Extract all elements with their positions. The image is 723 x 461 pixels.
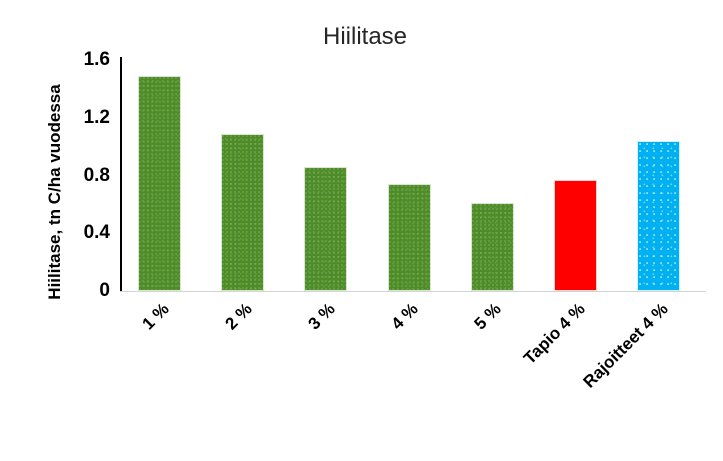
- x-axis-tick-label: 2 %: [221, 299, 256, 334]
- bar-rajoitteet-4[interactable]: [637, 140, 681, 291]
- y-axis-tick-label: 0.8: [83, 164, 110, 186]
- bar-3[interactable]: [304, 166, 348, 291]
- x-axis-tick-label: 4 %: [387, 299, 422, 334]
- x-axis-tick-labels: 1 % 2 % 3 % 4 % 5 % Tapio 4 % Rajoitteet 4 %: [138, 299, 671, 391]
- y-axis-tick-labels: 0 0.4 0.8 1.2 1.6: [45, 0, 110, 445]
- bar-4[interactable]: [387, 184, 431, 291]
- chart-title: Hiilitase: [322, 23, 408, 50]
- x-axis-tick-label: 3 %: [304, 299, 339, 334]
- y-axis-tick-label: 0: [99, 280, 110, 301]
- x-axis-tick-label: Tapio 4 %: [519, 299, 589, 368]
- x-axis-tick-label: 1 %: [138, 299, 173, 334]
- x-axis-line: [120, 291, 706, 292]
- bars-layer: [138, 75, 681, 291]
- y-axis-tick-label: 0.4: [83, 222, 110, 244]
- bar-2[interactable]: [221, 133, 265, 291]
- bar-5[interactable]: [470, 202, 514, 291]
- y-axis-tick-label: 1.2: [83, 106, 110, 128]
- bar-tapio-4[interactable]: [554, 179, 597, 291]
- x-axis-tick-label: Rajoitteet 4 %: [579, 299, 672, 392]
- x-axis-tick-label: 5 %: [470, 299, 506, 334]
- y-axis-line: [120, 57, 122, 291]
- y-axis-tick-label: 1.6: [83, 49, 110, 70]
- bar-1[interactable]: [138, 75, 181, 291]
